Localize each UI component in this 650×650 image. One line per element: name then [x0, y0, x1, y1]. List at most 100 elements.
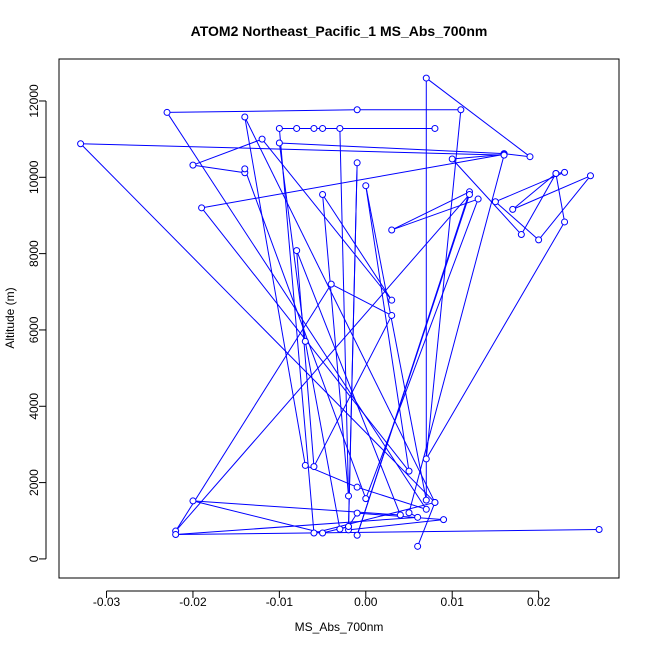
- series-segment: [166, 112, 427, 510]
- series-segment: [175, 516, 418, 535]
- data-point: [345, 522, 353, 530]
- series-segment: [451, 158, 522, 235]
- data-point: [414, 542, 422, 550]
- series-segment: [495, 171, 565, 203]
- x-tick-label: -0.03: [93, 595, 121, 609]
- series-segment: [313, 501, 436, 534]
- series-segment: [425, 221, 565, 460]
- data-point: [388, 226, 396, 234]
- data-point: [474, 195, 482, 203]
- data-point: [189, 497, 197, 505]
- series-segment: [425, 109, 462, 459]
- series-segment: [261, 138, 393, 301]
- data-point: [353, 483, 361, 491]
- series-segment: [391, 198, 479, 231]
- data-point: [310, 124, 318, 132]
- data-point: [319, 190, 327, 198]
- series-segment: [365, 185, 427, 501]
- plot-frame: [58, 58, 620, 579]
- series-segment: [504, 153, 531, 158]
- series-segment: [313, 315, 393, 467]
- data-point: [431, 498, 439, 506]
- series-segment: [278, 142, 306, 342]
- data-point: [301, 461, 309, 469]
- series-segment: [520, 173, 557, 235]
- y-tick-label: 4000: [27, 393, 41, 420]
- series-segment: [495, 201, 539, 241]
- series-segment: [417, 502, 436, 547]
- series-segment: [175, 283, 332, 532]
- data-point: [422, 505, 430, 513]
- data-point: [198, 204, 206, 212]
- series-segment: [192, 138, 263, 166]
- series-segment: [555, 173, 566, 223]
- series-segment: [356, 486, 427, 510]
- data-point: [561, 168, 569, 176]
- series-segment: [339, 128, 350, 496]
- data-point: [301, 337, 309, 345]
- data-point: [552, 169, 560, 177]
- x-axis-label: MS_Abs_700nm: [295, 620, 384, 634]
- x-tick-label: 0.01: [441, 595, 465, 609]
- series-segment: [244, 168, 367, 499]
- data-point: [336, 124, 344, 132]
- data-point: [163, 108, 171, 116]
- series-segment: [391, 191, 470, 231]
- series-segment: [192, 500, 401, 516]
- data-point: [241, 165, 249, 173]
- series-segment: [192, 164, 245, 174]
- series-segment: [365, 185, 410, 472]
- series-segment: [244, 116, 436, 503]
- data-point: [491, 198, 499, 206]
- series-segment: [244, 116, 306, 466]
- series-points-group: [77, 74, 603, 550]
- data-point: [422, 496, 430, 504]
- data-point: [465, 190, 473, 198]
- data-point: [517, 231, 525, 239]
- series-segment: [512, 175, 591, 210]
- data-point: [561, 218, 569, 226]
- data-point: [414, 513, 422, 521]
- series-segment: [512, 173, 557, 210]
- x-tick-label: -0.01: [266, 595, 294, 609]
- data-point: [310, 529, 318, 537]
- series-segment: [348, 162, 358, 530]
- chart-title: ATOM2 Northeast_Pacific_1 MS_Abs_700nm: [191, 23, 488, 39]
- series-segment: [192, 500, 323, 534]
- series-segment: [279, 142, 505, 155]
- series-segment: [167, 109, 358, 113]
- data-point: [241, 113, 249, 121]
- series-segment: [356, 194, 470, 536]
- series-segment: [322, 194, 350, 496]
- data-point: [500, 151, 508, 159]
- x-tick-label: 0.02: [527, 595, 551, 609]
- data-point: [388, 311, 396, 319]
- data-point: [77, 140, 85, 148]
- series-segment: [201, 153, 505, 209]
- y-tick-label: 10000: [27, 160, 41, 194]
- data-point: [526, 153, 534, 161]
- data-point: [189, 161, 197, 169]
- data-point: [172, 530, 180, 538]
- data-point: [293, 124, 301, 132]
- series-segment: [80, 143, 505, 156]
- data-point: [440, 516, 448, 524]
- x-tick-label: 0.00: [354, 595, 378, 609]
- series-segment: [296, 250, 315, 467]
- data-point: [362, 495, 370, 503]
- data-point: [275, 139, 283, 147]
- data-point: [405, 509, 413, 517]
- data-point: [353, 509, 361, 517]
- data-point: [586, 172, 594, 180]
- data-point: [405, 467, 413, 475]
- data-point: [362, 182, 370, 190]
- data-point: [258, 135, 266, 143]
- data-point: [353, 159, 361, 167]
- series-segment: [408, 155, 505, 513]
- y-tick-label: 2000: [27, 469, 41, 496]
- series-segment: [365, 198, 479, 499]
- series-segment: [175, 194, 470, 532]
- data-point: [595, 526, 603, 534]
- data-point: [345, 492, 353, 500]
- y-axis-label: Altitude (m): [3, 287, 17, 348]
